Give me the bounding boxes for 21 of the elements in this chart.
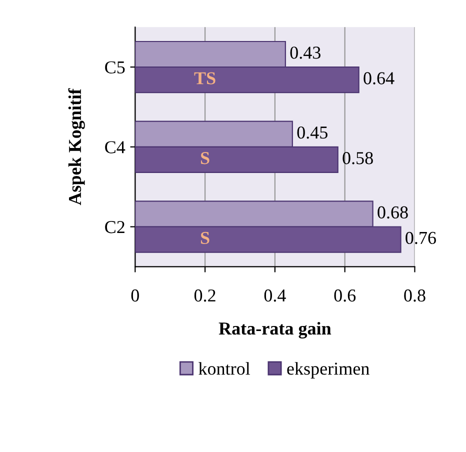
y-tick-label: C2: [105, 221, 124, 234]
x-tick-label: 0.8: [404, 289, 426, 302]
y-tick-label: C5: [105, 61, 125, 74]
y-tick-label: C4: [105, 141, 126, 154]
x-tick-label: 0.6: [334, 289, 356, 302]
x-tick-label: 0: [131, 289, 139, 302]
data-label: 0.68: [378, 206, 408, 219]
annotation: S: [200, 152, 210, 164]
annotation: TS: [194, 72, 216, 84]
y-axis-title: Aspek Kognitif: [68, 88, 85, 206]
annotation: S: [200, 232, 210, 244]
data-label: 0.58: [342, 152, 373, 164]
data-label: 0.76: [406, 232, 436, 244]
x-tick-label: 0.4: [264, 289, 286, 302]
x-axis-title: Rata-rata gain: [218, 322, 332, 338]
legend-label: kontrol: [198, 362, 250, 375]
data-label: 0.64: [364, 72, 394, 84]
x-tick-label: 0.2: [194, 289, 216, 302]
data-label: 0.45: [297, 126, 328, 139]
legend-label: eksperimen: [287, 362, 370, 378]
data-label: 0.43: [290, 46, 320, 59]
